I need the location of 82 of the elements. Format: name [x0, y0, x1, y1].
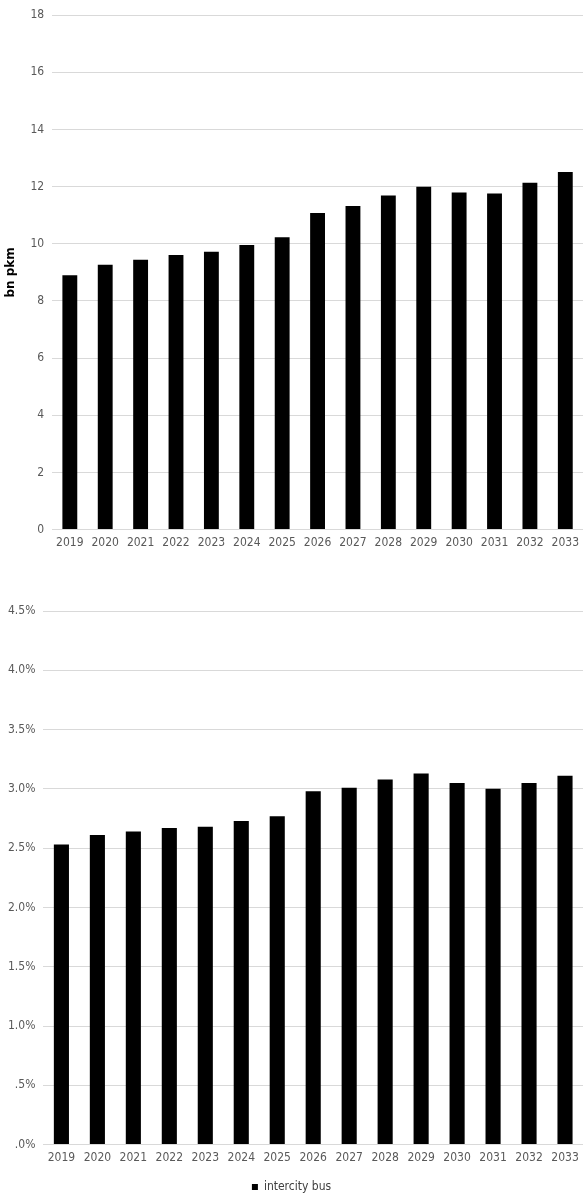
x-tick-label: 2021 — [126, 534, 155, 549]
x-tick-label: 2027 — [335, 1149, 363, 1164]
bar — [274, 237, 290, 530]
y-tick-label: 4.0% — [8, 662, 36, 677]
y-tick-label: .5% — [14, 1077, 36, 1092]
bar — [62, 275, 78, 530]
bar — [413, 773, 429, 1145]
bar — [53, 844, 69, 1145]
bar — [233, 820, 249, 1145]
x-tick-label: 2026 — [303, 534, 332, 549]
y-tick-label: 3.5% — [8, 721, 36, 736]
x-tick-label: 2026 — [299, 1149, 328, 1164]
y-tick-label: 18 — [30, 7, 45, 22]
y-axis-title: bn pkm — [3, 247, 18, 298]
bar — [345, 206, 361, 530]
x-tick-label: 2022 — [162, 534, 190, 549]
y-tick-label: 3.0% — [8, 780, 36, 795]
x-tick-label: 2031 — [479, 1149, 507, 1164]
bar — [341, 787, 357, 1145]
legend-label: intercity bus — [263, 1179, 332, 1194]
bar — [125, 831, 141, 1145]
x-tick-label: 2027 — [339, 534, 367, 549]
bar — [487, 193, 502, 530]
x-tick-label: 2033 — [551, 534, 580, 549]
bar — [522, 182, 538, 530]
bar — [133, 259, 149, 530]
bar — [449, 782, 465, 1145]
bar — [557, 775, 573, 1145]
y-tick-label: 2 — [37, 464, 45, 479]
x-tick-label: 2025 — [268, 534, 296, 549]
x-tick-label: 2019 — [56, 534, 84, 549]
bar — [239, 244, 255, 530]
bar — [161, 828, 177, 1145]
bar — [521, 782, 537, 1145]
x-tick-label: 2019 — [47, 1149, 76, 1164]
y-tick-label: 16 — [30, 64, 45, 79]
y-tick-label: 1.5% — [8, 958, 36, 973]
bar — [377, 779, 393, 1145]
y-tick-label: 2.0% — [8, 899, 36, 914]
bar — [485, 788, 501, 1145]
bar — [380, 195, 396, 530]
y-tick-label: 14 — [30, 121, 45, 136]
x-tick-label: 2030 — [443, 1149, 471, 1164]
x-tick-label: 2024 — [233, 534, 261, 549]
x-tick-label: 2023 — [197, 534, 226, 549]
x-tick-label: 2023 — [191, 1149, 220, 1164]
y-tick-label: 6 — [37, 350, 45, 365]
y-tick-label: 10 — [30, 235, 45, 250]
y-tick-label: .0% — [14, 1136, 36, 1151]
x-tick-label: 2020 — [83, 1149, 112, 1164]
x-tick-label: 2029 — [410, 534, 438, 549]
x-tick-label: 2028 — [371, 1149, 400, 1164]
x-tick-label: 2024 — [227, 1149, 256, 1164]
bar — [310, 212, 325, 530]
y-tick-label: 8 — [37, 293, 45, 308]
y-tick-label: 0 — [37, 521, 45, 536]
bar — [557, 172, 573, 530]
x-tick-label: 2032 — [516, 534, 544, 549]
y-tick-label: 4.5% — [8, 603, 36, 618]
x-tick-label: 2030 — [445, 534, 473, 549]
bar — [97, 264, 113, 530]
x-tick-label: 2021 — [119, 1149, 148, 1164]
bar — [269, 816, 285, 1145]
bar — [89, 835, 105, 1145]
y-tick-label: 4 — [37, 407, 45, 422]
x-tick-label: 2025 — [263, 1149, 291, 1164]
x-tick-label: 2020 — [91, 534, 120, 549]
x-tick-label: 2029 — [407, 1149, 435, 1164]
bar — [168, 254, 184, 530]
bar — [416, 186, 432, 530]
y-tick-label: 2.5% — [8, 840, 36, 855]
x-tick-label: 2032 — [515, 1149, 543, 1164]
x-tick-label: 2022 — [155, 1149, 184, 1164]
y-tick-label: 1.0% — [8, 1018, 36, 1033]
x-tick-label: 2028 — [374, 534, 403, 549]
bar — [197, 826, 213, 1145]
x-tick-label: 2031 — [480, 534, 509, 549]
x-tick-label: 2033 — [551, 1149, 579, 1164]
bar — [305, 791, 321, 1145]
bar — [203, 251, 219, 530]
y-tick-label: 12 — [30, 178, 45, 193]
bar — [451, 192, 467, 530]
